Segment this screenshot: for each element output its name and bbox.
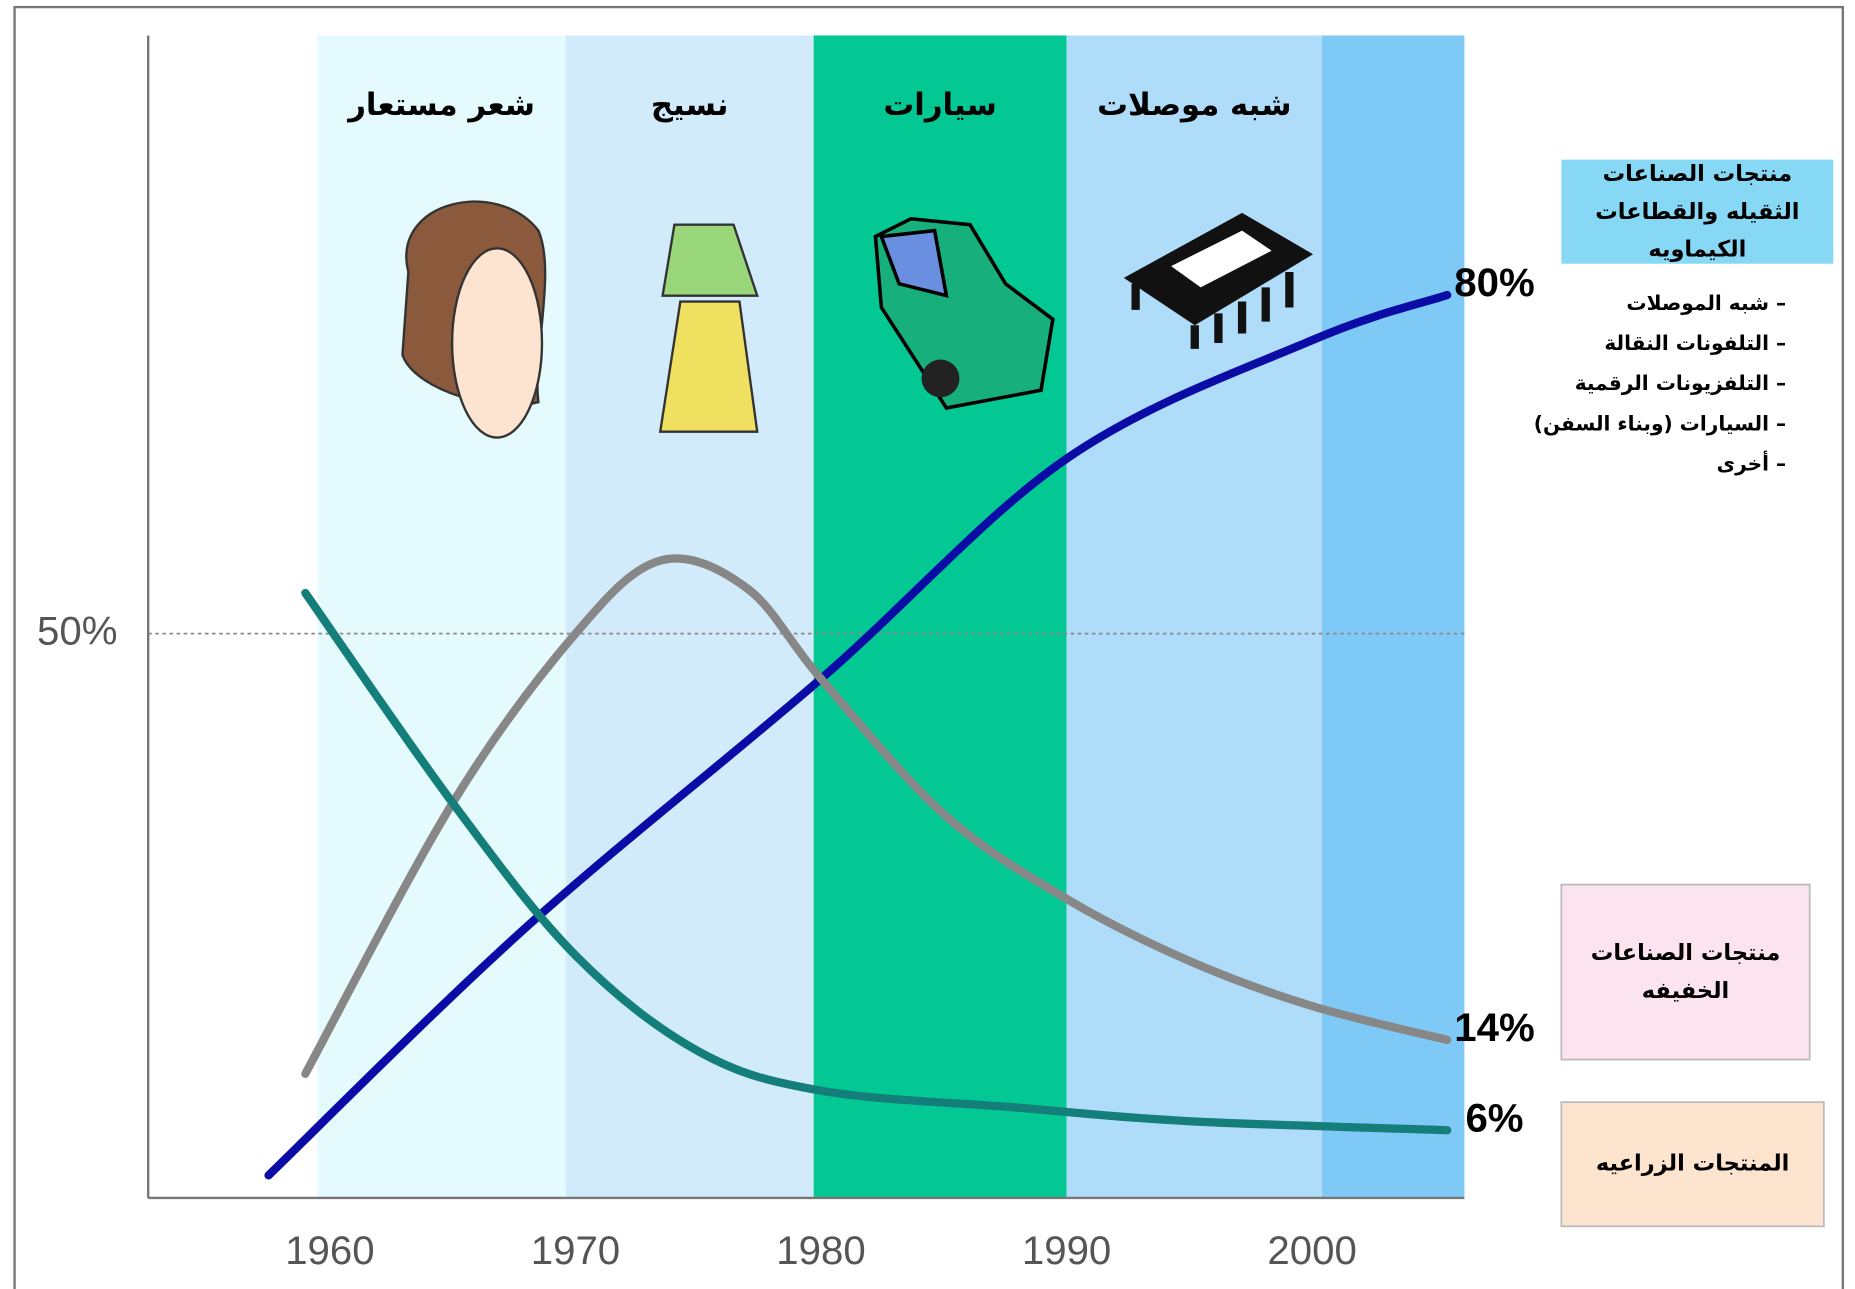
list-item: – التلفونات النقالة <box>1604 332 1787 356</box>
legend-text-box: المنتجات الزراعيه <box>1595 1151 1790 1178</box>
axes <box>147 35 1465 1200</box>
band-label: نسيج <box>651 87 729 123</box>
x-tick-label: 1970 <box>531 1228 620 1273</box>
legend-label: منتجات الصناعات الخفيفه <box>1590 939 1781 1005</box>
band-label: شبه موصلات <box>1097 87 1291 123</box>
legend-text-box: منتجات الصناعات الخفيفه <box>1590 939 1781 1005</box>
x-tick-label: 1980 <box>776 1228 865 1273</box>
chip-legs-icon <box>1131 271 1294 349</box>
frame <box>13 5 1844 1289</box>
series-line <box>301 588 1452 1135</box>
series-line <box>264 290 1452 1180</box>
end-label: 14% <box>1454 1005 1534 1050</box>
labels: شعر مستعار نسيج سيارات شبه موصلات 50% 1960 197… <box>37 87 1834 1273</box>
band-label: سيارات <box>883 87 996 123</box>
face-icon <box>450 247 544 439</box>
legend-box <box>1561 159 1834 264</box>
skirt-icon <box>658 300 759 433</box>
car-window-icon <box>878 228 949 299</box>
item-list: – شبه الموصلات – التلفونات النقالة – التلف… <box>1533 292 1787 477</box>
legend-text-box: منتجات الصناعات الثقيله والقطاعات الكيما… <box>1595 160 1800 263</box>
lines <box>264 290 1452 1180</box>
band <box>813 35 1067 1198</box>
x-tick-label: 2000 <box>1267 1228 1356 1273</box>
wheel-icon <box>921 359 960 398</box>
end-label: 6% <box>1465 1095 1523 1140</box>
band <box>1066 35 1322 1198</box>
x-tick-label: 1960 <box>285 1228 374 1273</box>
y-tick-label: 50% <box>37 608 117 653</box>
x-tick-label: 1990 <box>1022 1228 1111 1273</box>
band <box>1321 35 1465 1198</box>
icons <box>401 200 1314 439</box>
end-label: 80% <box>1454 260 1534 305</box>
legend-box <box>1560 1101 1825 1228</box>
list-item: – السيارات (وبناء السفن) <box>1533 412 1787 437</box>
list-item: – التلفزيونات الرقمية <box>1574 372 1787 397</box>
series-line <box>301 554 1452 1078</box>
legend-box <box>1560 883 1811 1061</box>
chip-die-icon <box>1171 230 1272 288</box>
list-item: – أخرى <box>1716 452 1787 477</box>
list-item: – شبه الموصلات <box>1626 292 1787 316</box>
shirt-icon <box>661 223 759 297</box>
legend-label: منتجات الصناعات الثقيله والقطاعات الكيما… <box>1595 160 1800 263</box>
legend-label: المنتجات الزراعيه <box>1595 1151 1790 1178</box>
band-label: شعر مستعار <box>346 87 535 123</box>
